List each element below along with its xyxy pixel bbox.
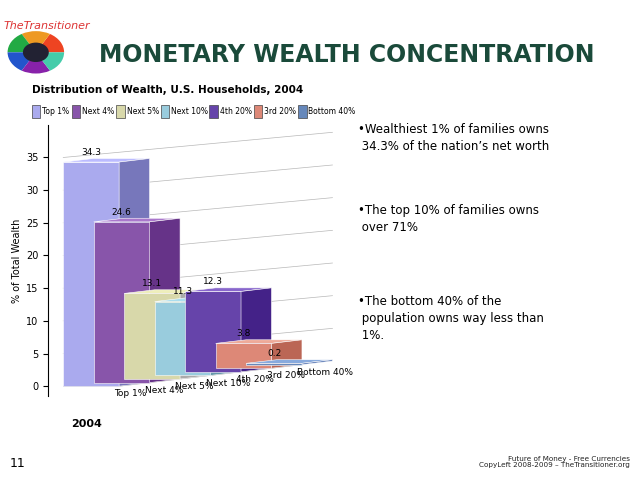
Polygon shape [241,288,271,372]
Polygon shape [185,288,271,291]
Text: •The top 10% of families owns
 over 71%: •The top 10% of families owns over 71% [358,204,540,233]
Wedge shape [36,52,64,71]
Polygon shape [271,340,302,368]
Text: Next 5%: Next 5% [175,382,214,391]
Text: Next 10%: Next 10% [171,107,208,116]
Polygon shape [63,365,302,386]
Text: Next 4%: Next 4% [145,386,184,395]
Wedge shape [22,52,50,73]
Text: 3.8: 3.8 [236,329,251,338]
FancyBboxPatch shape [253,105,262,118]
Polygon shape [246,360,332,363]
Text: 13.1: 13.1 [142,279,162,288]
Wedge shape [22,31,50,52]
Text: •Wealthiest 1% of families owns
 34.3% of the nation’s net worth: •Wealthiest 1% of families owns 34.3% of… [358,123,550,153]
Text: Next 5%: Next 5% [127,107,159,116]
Text: Future of Money - Free Currencies
CopyLeft 2008-2009 – TheTransitioner.org: Future of Money - Free Currencies CopyLe… [479,456,630,468]
Polygon shape [124,293,180,379]
Text: TheTransitioner: TheTransitioner [3,22,90,31]
Text: 3rd 20%: 3rd 20% [267,372,305,381]
FancyBboxPatch shape [161,105,169,118]
Polygon shape [216,343,271,368]
FancyBboxPatch shape [72,105,81,118]
Text: 11.3: 11.3 [173,288,193,296]
Text: Next 4%: Next 4% [83,107,115,116]
Text: 4th 20%: 4th 20% [236,375,275,384]
Polygon shape [93,218,180,222]
Text: MONETARY WEALTH CONCENTRATION: MONETARY WEALTH CONCENTRATION [99,43,595,67]
Text: 3rd 20%: 3rd 20% [264,107,296,116]
Text: Next 10%: Next 10% [206,379,250,388]
Polygon shape [211,298,241,375]
Wedge shape [8,52,36,71]
Text: 0.2: 0.2 [267,349,281,358]
Text: Bottom 40%: Bottom 40% [298,368,353,377]
Text: 24.6: 24.6 [112,208,132,216]
Polygon shape [246,363,302,365]
Polygon shape [155,298,241,301]
Wedge shape [36,34,64,52]
Polygon shape [216,340,302,343]
Text: Top 1%: Top 1% [42,107,70,116]
Polygon shape [180,290,211,379]
Polygon shape [302,360,332,365]
Text: •The bottom 40% of the
 population owns way less than
 1%.: •The bottom 40% of the population owns w… [358,295,544,342]
Text: 4th 20%: 4th 20% [220,107,252,116]
Text: Bottom 40%: Bottom 40% [308,107,356,116]
Text: Top 1%: Top 1% [115,389,147,398]
Polygon shape [63,158,150,162]
Circle shape [23,43,49,62]
Text: 11: 11 [10,456,26,469]
Polygon shape [150,218,180,383]
Text: 12.3: 12.3 [203,277,223,286]
Text: 34.3: 34.3 [81,148,101,157]
Wedge shape [8,34,36,52]
Polygon shape [155,301,211,375]
Polygon shape [93,222,150,383]
FancyBboxPatch shape [116,105,125,118]
FancyBboxPatch shape [298,105,307,118]
FancyBboxPatch shape [209,105,218,118]
Polygon shape [185,291,241,372]
Polygon shape [63,162,119,386]
Polygon shape [119,158,150,386]
Y-axis label: % of Total Wealth: % of Total Wealth [12,218,22,302]
Text: 2004: 2004 [71,419,102,429]
Text: Distribution of Wealth, U.S. Households, 2004: Distribution of Wealth, U.S. Households,… [32,85,303,95]
Polygon shape [124,290,211,293]
FancyBboxPatch shape [32,105,40,118]
